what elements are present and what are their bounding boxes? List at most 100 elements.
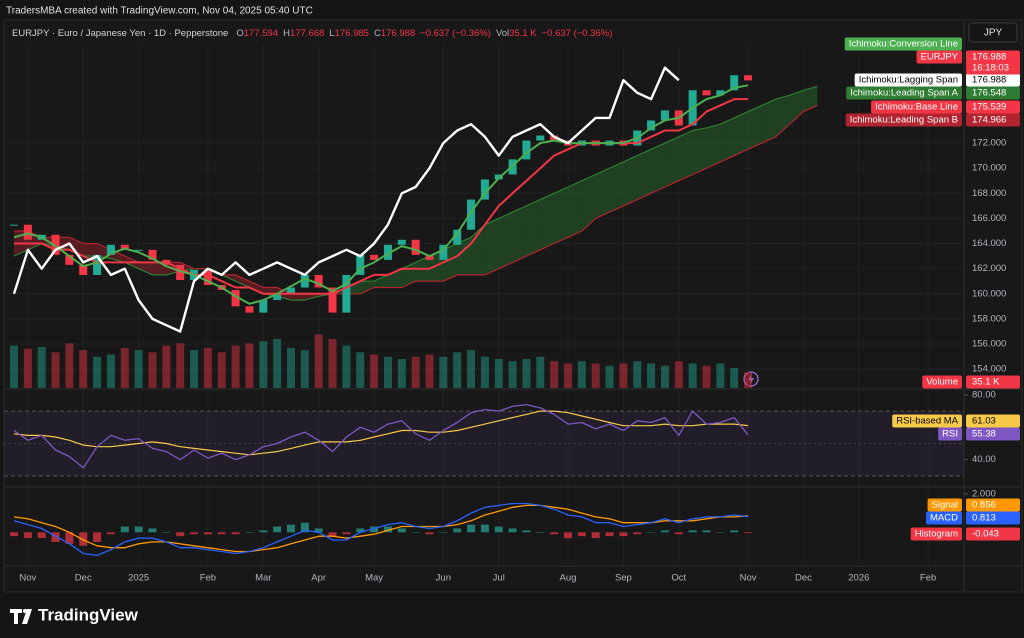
candle [716,90,725,96]
chart-frame [3,19,1023,593]
currency-button[interactable] [968,22,1018,43]
y-tick-label: 170.000 [972,163,1006,174]
volume-bar [564,363,572,388]
x-tick-label: Dec [795,573,812,584]
histogram-bar [550,532,559,535]
currency-label[interactable]: JPY [984,28,1003,39]
volume-bar [342,345,351,388]
histogram-bar [744,532,753,534]
tag-name: Signal [932,500,958,511]
cloud-segment [706,124,721,169]
cloud-segment [498,212,513,269]
y-tick-label: 40.00 [972,454,996,465]
volume-bar [744,372,753,388]
candle [536,135,545,141]
legend-volume-change: −0.637 (−0.36%) [542,28,613,39]
tag-value-box [966,498,1020,512]
y-tick-label: 172.000 [972,138,1006,149]
volume-bar [65,343,74,388]
tag-name: Volume [926,377,958,388]
candle [203,269,212,285]
tag-name-box [871,100,962,114]
tag-name: Ichimoku:Conversion Line [849,39,958,50]
lagging-span [12,66,680,333]
candle [411,239,420,255]
alert-icon[interactable] [743,371,759,387]
ohlc-value: 176.985 [335,28,369,39]
volume-bar [370,354,379,388]
ohlc-label: O [236,28,243,39]
alert-circle[interactable] [743,371,759,387]
volume-bar [120,347,129,388]
tag-value: -0.043 [972,529,999,540]
volume-bar [536,356,545,388]
cloud-segment [526,199,541,257]
alert-bolt[interactable] [748,374,754,384]
volume-bar [79,350,88,388]
candle [300,274,309,288]
histogram-bar [688,530,697,533]
candle [467,199,476,230]
tag-name-box [846,86,962,100]
volume-bar [356,352,365,388]
volume-bar [550,361,559,388]
x-tick-label: Sep [615,573,632,584]
candle [314,274,323,288]
histogram-bar [134,526,143,533]
cloud-segment [554,187,568,244]
histogram-bar [522,530,531,533]
histogram-bar [494,526,503,533]
ohlc-value: 176.988 [381,28,415,39]
candle [480,179,489,200]
volume-bar [383,356,392,388]
x-tick-label: Aug [560,573,577,584]
histogram-bar [647,532,656,533]
tag-value: 175.539 [972,102,1006,113]
histogram-bar [203,532,212,535]
volume-bar [660,365,669,388]
tag-name: Histogram [915,529,958,540]
volume-bar [730,367,739,388]
macd-line [13,502,749,557]
volume-bar [51,352,60,388]
cloud-segment [637,149,652,200]
signal-line [13,504,749,553]
tag-name-box [922,375,962,389]
volume-bar [23,348,32,388]
volume-bar [37,346,46,388]
y-tick-label: 162.000 [972,263,1006,274]
brand-logo [10,609,32,624]
candle [231,290,240,307]
histogram-bar [397,528,406,533]
price-tag: RSI-based MA 61.03 [892,414,1020,428]
cloud-segment [484,218,499,275]
histogram-bar [273,526,282,533]
price-tag: Volume 35.1 K [922,375,1020,389]
histogram-bar [314,528,323,533]
tag-value-box [966,427,1020,441]
y-tick-label: 160.000 [972,288,1006,299]
candle [148,249,157,260]
histogram-bar [370,526,379,533]
volume-bar [702,365,711,388]
volume-bar [397,359,406,388]
histogram-bar [730,530,739,533]
cloud-segment [581,174,596,231]
cloud-segment [540,193,555,250]
candle [287,287,295,294]
tag-value: 176.548 [972,88,1006,99]
volume-bar [245,343,254,388]
histogram-bar [245,532,254,533]
y-tick-label: 2.000 [972,488,996,499]
cloud-segment [748,105,762,150]
tag-value-box [966,73,1020,87]
histogram-bar [453,528,462,533]
candle [245,306,254,313]
y-tick-label: 158.000 [972,313,1006,324]
cloud-segment [734,111,749,156]
volume-bar [647,363,656,388]
y-tick-label: 166.000 [972,213,1006,224]
x-tick-label: Feb [200,573,216,584]
candle [93,254,102,275]
tag-value: 0.856 [972,500,996,511]
